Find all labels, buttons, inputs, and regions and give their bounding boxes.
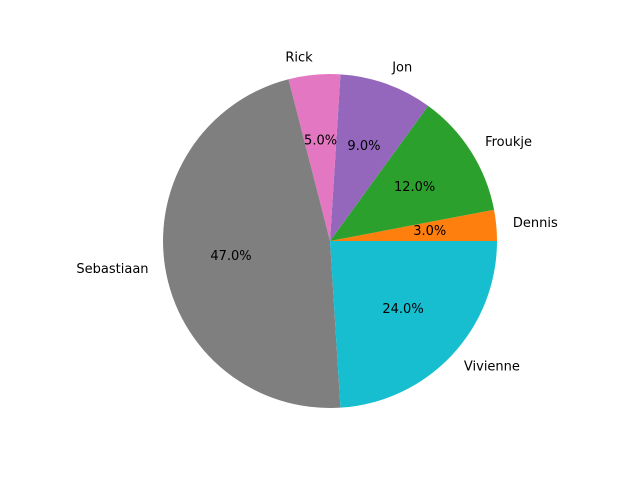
slice-label-froukje: Froukje — [485, 135, 532, 150]
pie-slice-dennis — [330, 209, 497, 241]
slice-percent-jon: 9.0% — [347, 139, 380, 154]
slice-percent-dennis: 3.0% — [413, 224, 446, 239]
pie-slices — [163, 74, 497, 408]
slice-label-sebastiaan: Sebastiaan — [76, 262, 148, 277]
pie-slice-froukje — [330, 105, 495, 241]
slice-percent-froukje: 12.0% — [394, 180, 435, 195]
pie-slice-rick — [288, 74, 341, 241]
pie-labels: Dennis 3.0% Froukje 12.0% Jon 9.0% Rick 5.0% Seb… — [76, 51, 558, 375]
slice-label-dennis: Dennis — [513, 216, 558, 231]
slice-percent-vivienne: 24.0% — [382, 302, 423, 317]
slice-label-rick: Rick — [285, 51, 313, 66]
pie-slice-vivienne — [330, 241, 497, 408]
slice-percent-rick: 5.0% — [304, 134, 337, 149]
slice-percent-sebastiaan: 47.0% — [210, 249, 251, 264]
pie-slice-sebastiaan — [163, 79, 341, 408]
pie-slice-jon — [330, 74, 429, 241]
slice-label-jon: Jon — [391, 61, 412, 76]
slice-label-vivienne: Vivienne — [464, 359, 520, 374]
